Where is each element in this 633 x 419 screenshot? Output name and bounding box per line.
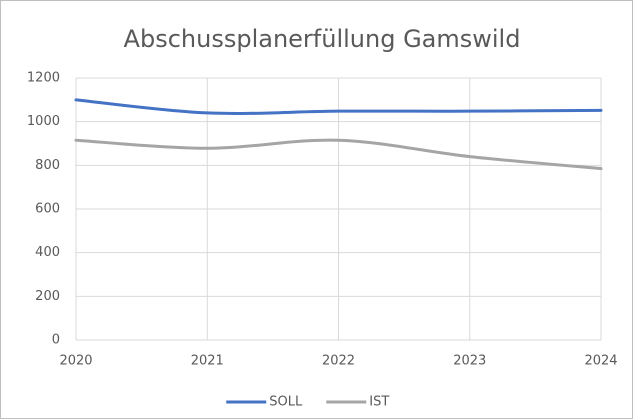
legend-label: SOLL: [269, 395, 303, 410]
chart-title: Abschussplanerfüllung Gamswild: [124, 25, 521, 53]
y-tick-label: 0: [52, 333, 60, 348]
y-tick-label: 800: [35, 158, 60, 173]
line-series: [74, 138, 603, 171]
y-tick-label: 400: [35, 245, 60, 260]
y-tick-label: 600: [35, 202, 60, 217]
x-tick-label: 2022: [322, 354, 355, 369]
x-tick-label: 2021: [191, 354, 224, 369]
y-tick-label: 1200: [27, 71, 60, 86]
x-tick-label: 2024: [584, 354, 617, 369]
legend-label: IST: [369, 395, 389, 410]
x-tick-label: 2020: [59, 354, 92, 369]
line-series: [74, 98, 603, 115]
y-tick-label: 1000: [27, 114, 60, 129]
y-tick-label: 200: [35, 289, 60, 304]
x-tick-label: 2023: [453, 354, 486, 369]
